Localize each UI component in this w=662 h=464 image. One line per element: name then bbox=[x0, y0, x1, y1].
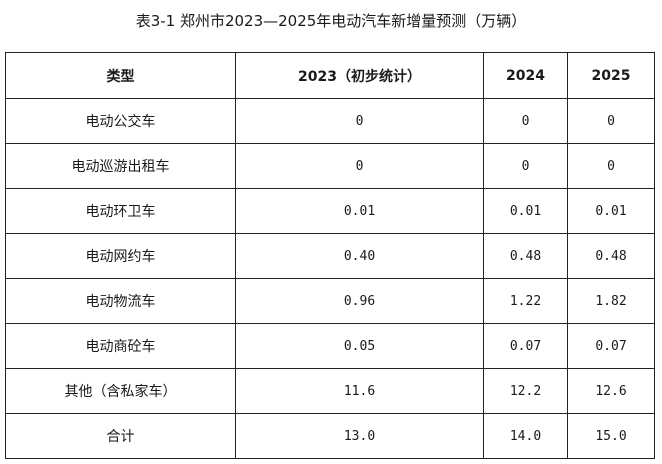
row-label: 电动环卫车 bbox=[5, 188, 236, 234]
header-2024: 2024 bbox=[483, 52, 568, 99]
cell-2023: 0.05 bbox=[235, 323, 484, 369]
cell-2023: 11.6 bbox=[235, 368, 484, 414]
table-row: 其他（含私家车） 11.6 12.2 12.6 bbox=[5, 368, 655, 414]
cell-2023: 0.40 bbox=[235, 233, 484, 279]
cell-2025: 12.6 bbox=[567, 368, 655, 414]
row-label: 电动商砼车 bbox=[5, 323, 236, 369]
header-2025: 2025 bbox=[567, 52, 655, 99]
cell-2025: 0.07 bbox=[567, 323, 655, 369]
table-row: 电动巡游出租车 0 0 0 bbox=[5, 143, 655, 189]
table-row: 电动公交车 0 0 0 bbox=[5, 98, 655, 144]
cell-2025: 15.0 bbox=[567, 413, 655, 459]
cell-2023: 13.0 bbox=[235, 413, 484, 459]
row-label: 合计 bbox=[5, 413, 236, 459]
cell-2023: 0.01 bbox=[235, 188, 484, 234]
cell-2024: 1.22 bbox=[483, 278, 568, 324]
cell-2024: 0.01 bbox=[483, 188, 568, 234]
header-2023: 2023（初步统计） bbox=[235, 52, 484, 99]
cell-2025: 0.01 bbox=[567, 188, 655, 234]
cell-2024: 12.2 bbox=[483, 368, 568, 414]
row-label: 电动公交车 bbox=[5, 98, 236, 144]
forecast-table: 类型 2023（初步统计） 2024 2025 电动公交车 0 0 0 电动巡游… bbox=[5, 52, 655, 459]
cell-2023: 0.96 bbox=[235, 278, 484, 324]
cell-2024: 0 bbox=[483, 143, 568, 189]
table-row: 电动商砼车 0.05 0.07 0.07 bbox=[5, 323, 655, 369]
header-row: 类型 2023（初步统计） 2024 2025 bbox=[5, 52, 655, 99]
table-row: 电动网约车 0.40 0.48 0.48 bbox=[5, 233, 655, 279]
cell-2025: 1.82 bbox=[567, 278, 655, 324]
cell-2024: 0 bbox=[483, 98, 568, 144]
cell-2025: 0 bbox=[567, 98, 655, 144]
table-row: 电动物流车 0.96 1.22 1.82 bbox=[5, 278, 655, 324]
row-label: 其他（含私家车） bbox=[5, 368, 236, 414]
header-type: 类型 bbox=[5, 52, 236, 99]
cell-2025: 0.48 bbox=[567, 233, 655, 279]
table-caption: 表3-1 郑州市2023—2025年电动汽车新增量预测（万辆） bbox=[135, 12, 527, 30]
cell-2025: 0 bbox=[567, 143, 655, 189]
row-label: 电动网约车 bbox=[5, 233, 236, 279]
row-label: 电动物流车 bbox=[5, 278, 236, 324]
row-label: 电动巡游出租车 bbox=[5, 143, 236, 189]
cell-2024: 0.48 bbox=[483, 233, 568, 279]
cell-2023: 0 bbox=[235, 143, 484, 189]
cell-2023: 0 bbox=[235, 98, 484, 144]
total-row: 合计 13.0 14.0 15.0 bbox=[5, 413, 655, 459]
cell-2024: 0.07 bbox=[483, 323, 568, 369]
cell-2024: 14.0 bbox=[483, 413, 568, 459]
table-row: 电动环卫车 0.01 0.01 0.01 bbox=[5, 188, 655, 234]
